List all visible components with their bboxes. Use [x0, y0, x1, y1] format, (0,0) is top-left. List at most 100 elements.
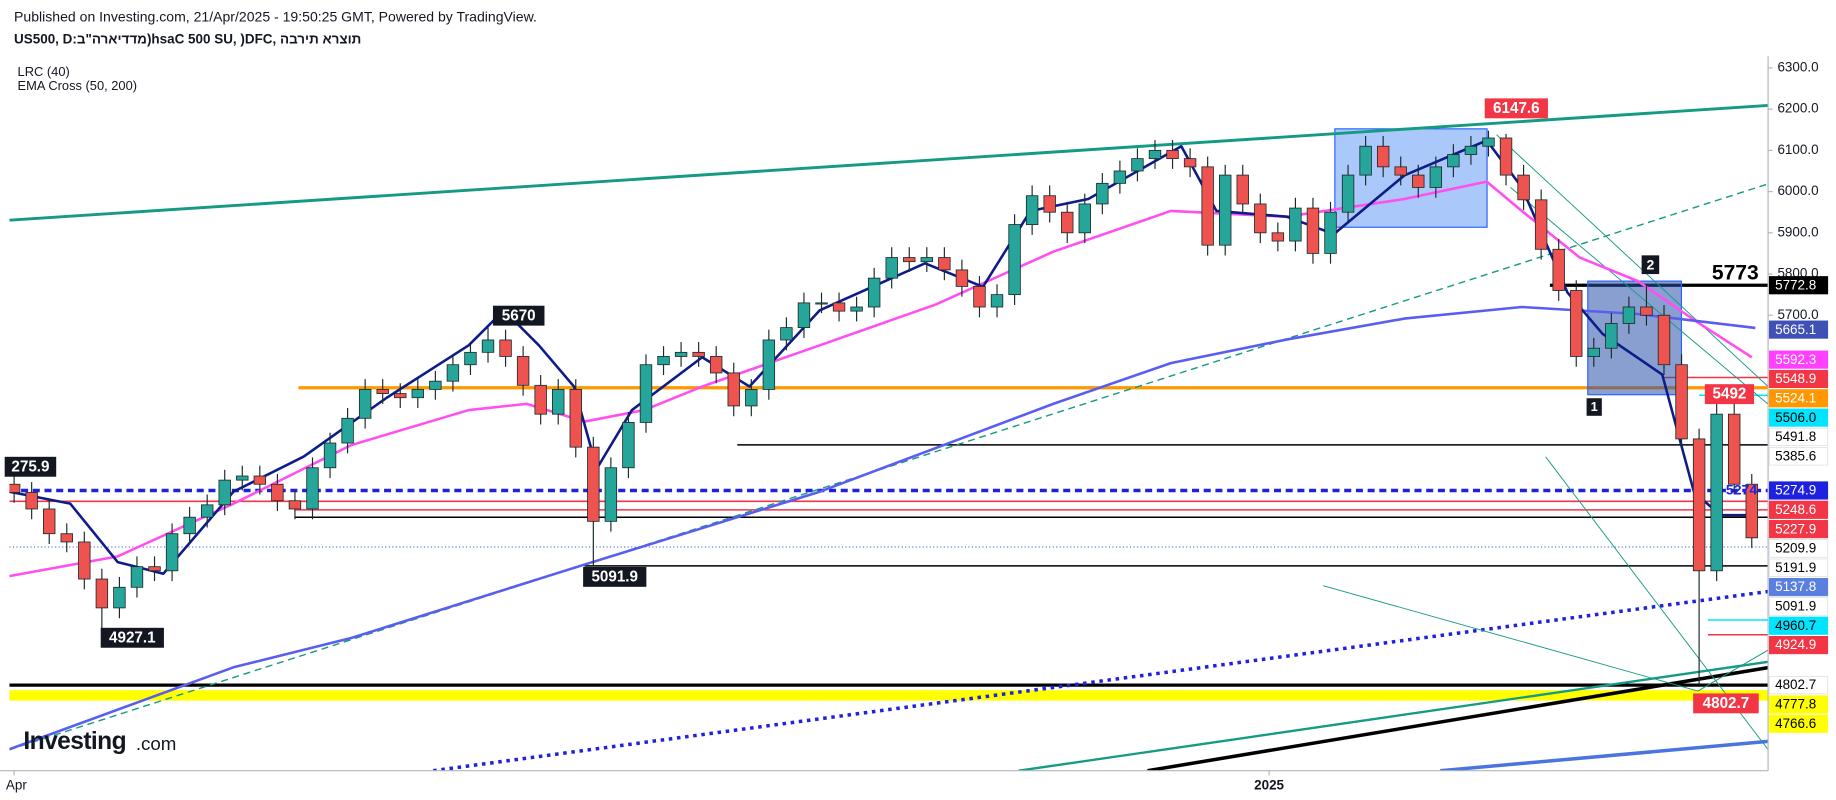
- price-tag-label: 5524.1: [1775, 390, 1816, 405]
- y-tick-label: 5900.0: [1777, 224, 1818, 239]
- candle-body: [762, 339, 776, 390]
- y-tick-label: 6200.0: [1777, 101, 1818, 116]
- price-tag: [1768, 389, 1829, 408]
- candle-body: [569, 389, 582, 448]
- trend-line: [1697, 649, 1769, 692]
- candle-body: [113, 586, 126, 609]
- candle-body: [60, 533, 73, 543]
- candle-body: [1429, 166, 1443, 188]
- candle-body: [1183, 158, 1197, 168]
- price-tag: [1768, 676, 1829, 695]
- candle-body: [358, 389, 372, 419]
- price-tag-label: 5592.3: [1775, 352, 1816, 367]
- price-tag: [1768, 427, 1829, 447]
- logo-suffix: .com: [136, 733, 177, 754]
- annotation: 6147.6: [1493, 100, 1540, 117]
- candle-body: [516, 356, 530, 386]
- trend-line: [1510, 187, 1769, 405]
- candle-body: [1324, 211, 1337, 254]
- candle-body: [1657, 314, 1671, 366]
- candle-body: [1412, 174, 1425, 188]
- candle-body: [1306, 207, 1320, 254]
- candle-body: [1482, 137, 1495, 147]
- candle-body: [622, 422, 635, 469]
- candle-body: [341, 417, 354, 444]
- indicator-line: [9, 305, 1756, 751]
- indicator-label: LRC (40): [18, 64, 70, 79]
- candle-body: [1271, 232, 1285, 242]
- candle-body: [1499, 137, 1513, 176]
- candle-body: [604, 467, 618, 522]
- candle-body: [148, 566, 161, 572]
- indicator-line: [9, 139, 1752, 575]
- candle-body: [165, 533, 179, 572]
- candle-body: [1376, 145, 1390, 168]
- price-tag: [1768, 714, 1829, 733]
- indicator-line: [9, 180, 1753, 578]
- candle-body: [674, 351, 688, 357]
- candle-body: [1570, 290, 1583, 357]
- logo-name: Investing: [23, 728, 126, 755]
- candle-body: [1025, 195, 1039, 225]
- price-tag-label: 5209.9: [1775, 541, 1816, 556]
- candle-body: [1710, 413, 1723, 572]
- candle-body: [1008, 224, 1021, 296]
- candle-body: [587, 446, 600, 522]
- price-tag-label: 5274.9: [1775, 483, 1816, 498]
- candle-body: [95, 578, 109, 609]
- plot-area: [9, 103, 1769, 771]
- candle-body: [218, 479, 231, 506]
- range-box: [1334, 128, 1488, 228]
- chart-title: US500, D:מדדיארה"ב)hsaC 500 SU, )DFC, תו…: [14, 31, 361, 46]
- price-tags: 5772.8 5665.1 5592.3 5548.9 5524.1 5506.0 5491…: [1768, 276, 1829, 733]
- candle-body: [797, 302, 811, 329]
- trend-line: [1147, 665, 1769, 771]
- price-tag: [1768, 481, 1829, 500]
- candle-body: [1517, 174, 1530, 201]
- trend-line: [1323, 585, 1698, 692]
- annotation-box: [492, 305, 545, 326]
- annotation: 1: [1591, 399, 1598, 414]
- price-tag: [1768, 539, 1829, 558]
- candle-body: [25, 492, 38, 510]
- candle-body: [1341, 174, 1355, 213]
- candle-body: [885, 257, 898, 279]
- price-tag-label: 5665.1: [1775, 322, 1816, 337]
- price-tag-label: 5548.9: [1775, 371, 1816, 386]
- annotation-box: [583, 566, 647, 587]
- price-tag-label: 4777.8: [1775, 697, 1816, 712]
- price-tag-label: 4802.7: [1775, 677, 1816, 692]
- candle-body: [1131, 158, 1144, 172]
- candle-body: [183, 516, 196, 535]
- trend-line: [9, 103, 1769, 222]
- annotation: 2: [1647, 257, 1655, 273]
- price-tag-label: 5191.9: [1775, 560, 1816, 575]
- candle-body: [552, 389, 565, 415]
- annotation-box: [1641, 255, 1660, 275]
- candle-body: [446, 364, 460, 382]
- candle-body: [1464, 145, 1478, 155]
- candle-body: [692, 351, 705, 357]
- candle-body: [499, 339, 512, 357]
- price-tag: [1768, 447, 1829, 466]
- price-tag-label: 5137.8: [1775, 579, 1816, 594]
- price-tag-label: 5385.6: [1775, 448, 1816, 463]
- candle-body: [867, 277, 881, 308]
- candle-body: [534, 384, 547, 415]
- candle-body: [481, 339, 495, 353]
- candle-body: [1640, 306, 1653, 316]
- published-note: Published on Investing.com, 21/Apr/2025 …: [14, 8, 537, 24]
- candle-body: [1534, 199, 1548, 250]
- price-tag: [1768, 320, 1829, 339]
- candle-body: [1166, 149, 1179, 160]
- annotation-box: [1704, 384, 1755, 405]
- price-tag: [1768, 408, 1829, 427]
- annotation: 5091.9: [591, 568, 638, 585]
- candle-body: [253, 475, 267, 485]
- candle-body: [411, 389, 425, 399]
- candle-body: [429, 380, 442, 390]
- price-tag: [1768, 578, 1829, 597]
- trend-line: [433, 589, 1769, 771]
